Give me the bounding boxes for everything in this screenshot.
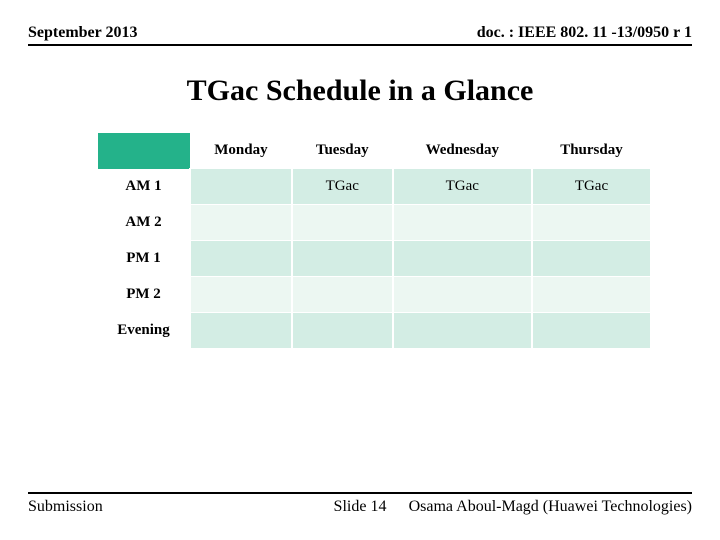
cell (393, 241, 532, 277)
table-row: PM 1 (98, 241, 651, 277)
col-thursday: Thursday (532, 133, 651, 169)
col-monday: Monday (190, 133, 292, 169)
row-evening: Evening (98, 313, 190, 349)
table-corner (98, 133, 190, 169)
header-date: September 2013 (28, 24, 137, 42)
cell (393, 313, 532, 349)
slide-footer: Submission Slide 14 Osama Aboul-Magd (Hu… (28, 492, 692, 516)
header-docid: doc. : IEEE 802. 11 -13/0950 r 1 (477, 24, 692, 42)
cell (393, 205, 532, 241)
footer-slide-number: Slide 14 (334, 498, 387, 516)
row-am2: AM 2 (98, 205, 190, 241)
cell: TGac (292, 169, 393, 205)
cell (292, 277, 393, 313)
table-row: PM 2 (98, 277, 651, 313)
col-wednesday: Wednesday (393, 133, 532, 169)
table-row: Evening (98, 313, 651, 349)
cell (190, 241, 292, 277)
table-row: AM 2 (98, 205, 651, 241)
cell (292, 313, 393, 349)
cell: TGac (532, 169, 651, 205)
table-row: AM 1 TGac TGac TGac (98, 169, 651, 205)
cell (190, 277, 292, 313)
cell (190, 205, 292, 241)
cell (393, 277, 532, 313)
schedule-table-wrap: Monday Tuesday Wednesday Thursday AM 1 T… (28, 132, 692, 349)
footer-submission: Submission (28, 498, 103, 516)
slide-header: September 2013 doc. : IEEE 802. 11 -13/0… (28, 24, 692, 46)
cell (292, 205, 393, 241)
cell (292, 241, 393, 277)
footer-author: Osama Aboul-Magd (Huawei Technologies) (409, 498, 692, 516)
row-am1: AM 1 (98, 169, 190, 205)
cell (532, 241, 651, 277)
schedule-table: Monday Tuesday Wednesday Thursday AM 1 T… (98, 132, 652, 349)
cell (190, 169, 292, 205)
cell: TGac (393, 169, 532, 205)
cell (532, 313, 651, 349)
cell (532, 205, 651, 241)
cell (532, 277, 651, 313)
cell (190, 313, 292, 349)
row-pm2: PM 2 (98, 277, 190, 313)
col-tuesday: Tuesday (292, 133, 393, 169)
slide-title: TGac Schedule in a Glance (28, 74, 692, 108)
row-pm1: PM 1 (98, 241, 190, 277)
